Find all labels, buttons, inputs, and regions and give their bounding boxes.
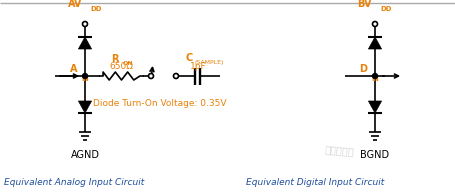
Text: 电子发烧友: 电子发烧友 — [324, 144, 354, 156]
Text: ON: ON — [122, 61, 133, 66]
Text: Diode Turn-On Voltage: 0.35V: Diode Turn-On Voltage: 0.35V — [93, 99, 226, 108]
Text: A: A — [69, 64, 77, 74]
Text: R: R — [111, 54, 118, 64]
Text: Equivalent Analog Input Circuit: Equivalent Analog Input Circuit — [4, 178, 144, 187]
Text: BV: BV — [357, 0, 371, 9]
Text: C: C — [185, 53, 192, 63]
Polygon shape — [368, 101, 381, 113]
Circle shape — [173, 74, 178, 79]
Text: IN: IN — [81, 77, 89, 82]
Text: AGND: AGND — [71, 150, 99, 160]
Polygon shape — [368, 37, 381, 49]
Circle shape — [372, 74, 377, 79]
Text: DD: DD — [90, 6, 101, 12]
Text: BGND: BGND — [359, 150, 389, 160]
Text: AV: AV — [67, 0, 82, 9]
Text: 1pF: 1pF — [189, 62, 206, 71]
Circle shape — [148, 74, 153, 79]
Circle shape — [82, 21, 87, 27]
Text: DD: DD — [379, 6, 391, 12]
Polygon shape — [78, 101, 91, 113]
Text: 650Ω: 650Ω — [109, 62, 133, 71]
Polygon shape — [78, 37, 91, 49]
Circle shape — [372, 21, 377, 27]
Text: (SAMPLE): (SAMPLE) — [195, 60, 224, 65]
Text: D: D — [358, 64, 366, 74]
Text: IN: IN — [370, 77, 378, 82]
Circle shape — [82, 74, 87, 79]
Text: Equivalent Digital Input Circuit: Equivalent Digital Input Circuit — [245, 178, 384, 187]
